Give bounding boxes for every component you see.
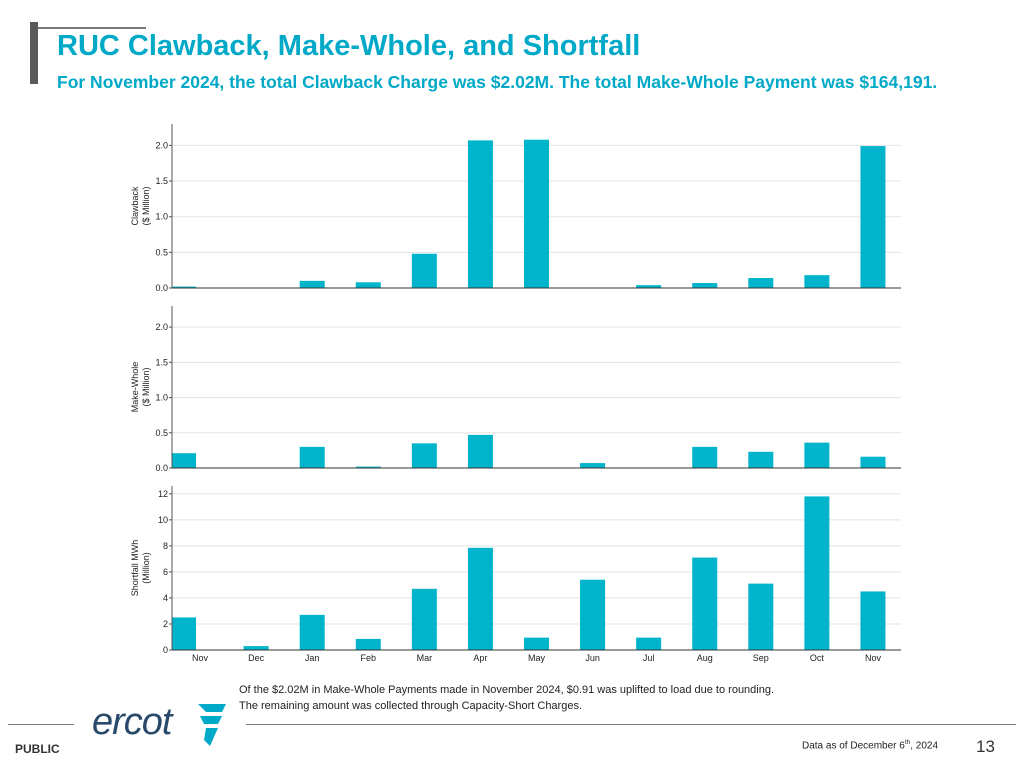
title-accent-bar	[30, 22, 38, 84]
x-tick-label: Apr	[473, 653, 487, 663]
y-tick-label: 1.0	[155, 212, 168, 222]
x-tick-label: Aug	[697, 653, 713, 663]
ercot-logo: ercot	[92, 701, 226, 746]
x-tick-label: Jun	[585, 653, 600, 663]
data-date: Data as of December 6th, 2024	[802, 739, 939, 752]
x-tick-label: Jul	[643, 653, 655, 663]
bar-3-jul-8	[636, 637, 662, 650]
bar-2-nov-12	[860, 456, 886, 468]
bar-1-apr-5	[467, 140, 493, 288]
bar-2-aug-9	[692, 446, 718, 468]
page-subtitle: For November 2024, the total Clawback Ch…	[57, 72, 938, 92]
bar-3-nov-0	[172, 617, 196, 650]
footnote: Of the $2.02M in Make-Whole Payments mad…	[239, 683, 774, 714]
footnote-line-1: Of the $2.02M in Make-Whole Payments mad…	[239, 684, 775, 696]
ercot-logo-text: ercot	[92, 701, 174, 743]
footnote-line-2: The remaining amount was collected throu…	[239, 699, 583, 712]
bar-2-sep-10	[748, 451, 774, 468]
y-tick-label: 1.0	[155, 393, 168, 403]
bar-3-feb-3	[355, 638, 381, 650]
y-tick-label: 0.5	[155, 247, 168, 257]
bar-3-may-6	[524, 637, 549, 650]
bar-1-feb-3	[355, 282, 381, 288]
x-tick-label: May	[528, 653, 546, 663]
x-tick-label: Sep	[753, 653, 769, 663]
bar-1-may-6	[524, 139, 549, 288]
bar-1-nov-0	[172, 286, 196, 288]
y-tick-label: 1.5	[155, 357, 168, 367]
y-tick-label: 8	[163, 541, 168, 551]
x-tick-label: Nov	[865, 653, 882, 663]
x-tick-label: Nov	[192, 653, 209, 663]
y-tick-label: 0.5	[155, 428, 168, 438]
footer-divider-left	[8, 724, 74, 725]
y-tick-label: 6	[163, 567, 168, 577]
bar-2-oct-11	[804, 442, 830, 468]
bar-3-jun-7	[580, 579, 606, 650]
y-tick-label: 12	[158, 489, 168, 499]
bar-3-apr-5	[467, 547, 493, 650]
y-tick-label: 2.0	[155, 140, 168, 150]
bar-2-jan-2	[299, 446, 325, 468]
bar-1-nov-12	[860, 146, 886, 288]
y-tick-label: 2.0	[155, 322, 168, 332]
y-axis-label-1: Clawback($ Million)	[130, 186, 151, 226]
bar-3-nov-12	[860, 591, 886, 650]
y-tick-label: 2	[163, 619, 168, 629]
bar-1-sep-10	[748, 278, 774, 288]
y-axis-label-3: Shortfall MWh(Million)	[130, 540, 151, 597]
footer-divider-right	[246, 724, 1016, 725]
y-tick-label: 0.0	[155, 283, 168, 293]
classification-label: PUBLIC	[15, 742, 60, 756]
bar-3-dec-1	[243, 646, 269, 650]
bar-1-aug-9	[692, 283, 718, 288]
x-tick-label: Dec	[248, 653, 265, 663]
bar-1-jul-8	[636, 285, 662, 288]
y-axis-label-2: Make-Whole($ Million)	[130, 362, 151, 413]
bar-2-nov-0	[172, 453, 196, 468]
x-tick-label: Feb	[361, 653, 377, 663]
bar-2-mar-4	[411, 443, 437, 468]
x-tick-label: Oct	[810, 653, 825, 663]
bar-3-aug-9	[692, 557, 718, 650]
bar-3-jan-2	[299, 614, 325, 650]
top-divider	[38, 27, 146, 29]
y-tick-label: 0.0	[155, 463, 168, 473]
bar-1-jan-2	[299, 280, 325, 288]
texas-flag-icon	[198, 704, 226, 746]
x-tick-label: Mar	[417, 653, 433, 663]
y-tick-label: 1.5	[155, 176, 168, 186]
bar-3-mar-4	[411, 588, 437, 650]
bar-3-oct-11	[804, 496, 830, 650]
page-title: RUC Clawback, Make-Whole, and Shortfall	[57, 30, 641, 62]
y-tick-label: 10	[158, 515, 168, 525]
x-tick-label: Jan	[305, 653, 320, 663]
bar-3-sep-10	[748, 583, 774, 650]
y-tick-label: 4	[163, 593, 168, 603]
page-number: 13	[976, 737, 995, 756]
bar-2-feb-3	[355, 466, 381, 468]
bar-1-oct-11	[804, 275, 830, 288]
bar-1-mar-4	[411, 253, 437, 288]
y-tick-label: 0	[163, 645, 168, 655]
bar-2-apr-5	[467, 434, 493, 468]
bar-2-jun-7	[580, 463, 606, 468]
